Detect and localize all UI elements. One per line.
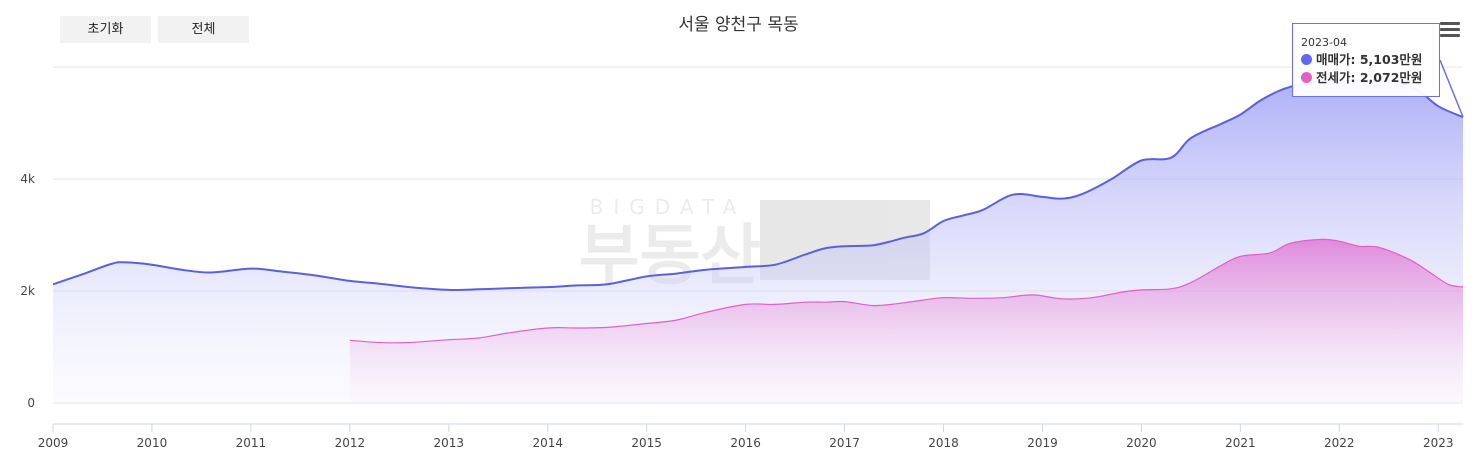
hamburger-menu-icon[interactable] [1440, 22, 1460, 38]
tooltip-jeonse-label: 전세가: [1316, 70, 1360, 85]
tooltip: 2023-04 매매가: 5,103만원 전세가: 2,072만원 [1292, 23, 1440, 97]
x-tick-label: 2022 [1324, 436, 1355, 450]
x-tick-label: 2014 [532, 436, 563, 450]
tooltip-sale-value: 5,103만원 [1359, 52, 1423, 67]
show-all-button[interactable]: 전체 [158, 16, 249, 43]
x-tick-label: 2020 [1126, 436, 1157, 450]
series-line-sale[interactable] [52, 78, 1464, 292]
x-tick-label: 2015 [631, 436, 662, 450]
x-tick-label: 2021 [1225, 436, 1256, 450]
x-tick-label: 2011 [236, 436, 267, 450]
x-tick-label: 2016 [730, 436, 761, 450]
tooltip-row-sale: 매매가: 5,103만원 [1301, 51, 1439, 69]
x-tick-label: 2018 [928, 436, 959, 450]
tooltip-row-jeonse: 전세가: 2,072만원 [1301, 69, 1439, 87]
y-tick-label: 4k [20, 172, 35, 186]
x-tick-label: 2019 [1027, 436, 1058, 450]
x-tick-label: 2017 [829, 436, 860, 450]
tooltip-date: 2023-04 [1301, 36, 1347, 49]
sale-dot-icon [1301, 54, 1312, 65]
x-tick-label: 2012 [335, 436, 366, 450]
jeonse-dot-icon [1301, 72, 1312, 83]
x-tick-label: 2013 [434, 436, 465, 450]
tooltip-connector [1439, 59, 1464, 118]
y-tick-label: 0 [27, 396, 35, 410]
x-tick-label: 2010 [137, 436, 168, 450]
series-line-jeonse[interactable] [349, 238, 1464, 344]
tooltip-jeonse-value: 2,072만원 [1359, 70, 1423, 85]
reset-zoom-button[interactable]: 초기화 [60, 16, 151, 43]
y-tick-label: 2k [20, 284, 35, 298]
series-area-jeonse [349, 239, 1463, 403]
x-tick-label: 2023 [1423, 436, 1454, 450]
watermark-sub-text: BIGDATA [590, 195, 747, 219]
tooltip-sale-label: 매매가: [1316, 52, 1360, 67]
chart-title: 서울 양천구 목동 [678, 15, 799, 35]
x-tick-label: 2009 [38, 436, 69, 450]
